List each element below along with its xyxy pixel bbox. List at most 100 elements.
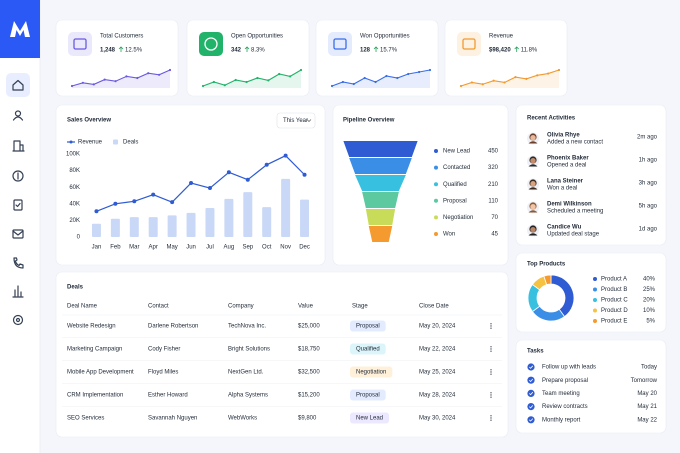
nav-settings[interactable] bbox=[12, 314, 24, 326]
logo-box[interactable] bbox=[0, 0, 40, 58]
table-cell: $9,800 bbox=[298, 416, 317, 422]
nav-reports[interactable] bbox=[12, 285, 24, 298]
nav-mail[interactable] bbox=[12, 229, 24, 239]
x-tick-label: Sep bbox=[242, 245, 253, 251]
row-menu-dot[interactable] bbox=[490, 392, 492, 394]
kpi-label: Open Opportunities bbox=[231, 34, 283, 40]
bar bbox=[262, 207, 272, 237]
sparkline-point bbox=[70, 84, 74, 88]
line-point bbox=[245, 177, 250, 182]
sparkline-point bbox=[352, 82, 355, 86]
nav-contacts[interactable] bbox=[12, 110, 24, 121]
task-check[interactable] bbox=[527, 363, 535, 371]
task-check[interactable] bbox=[527, 416, 535, 424]
activity-action: Scheduled a meeting bbox=[547, 209, 603, 215]
avatar-face bbox=[530, 135, 536, 141]
row-menu-dot[interactable] bbox=[490, 323, 492, 325]
nav-deals[interactable] bbox=[12, 170, 24, 182]
sparkline-point bbox=[385, 74, 388, 78]
sparkline-point bbox=[525, 77, 528, 80]
stage-label: Negotiation bbox=[356, 370, 386, 376]
activity-action: Updated deal stage bbox=[547, 232, 600, 238]
task-text: Monthly report bbox=[542, 417, 581, 423]
activity-action: Opened a deal bbox=[547, 163, 586, 169]
legend-dot bbox=[434, 232, 438, 236]
table-cell: Website Redesign bbox=[67, 324, 116, 330]
nav-companies[interactable] bbox=[12, 140, 25, 152]
task-check[interactable] bbox=[527, 403, 535, 411]
pipeline-card bbox=[332, 104, 509, 266]
sparkline-point bbox=[81, 81, 84, 84]
stage-value: 320 bbox=[488, 165, 499, 171]
table-cell: Mobile App Development bbox=[67, 370, 134, 376]
stage-label: Qualified bbox=[443, 182, 467, 188]
row-menu-dot[interactable] bbox=[490, 348, 492, 350]
bar bbox=[186, 212, 196, 237]
legend-label: Deals bbox=[123, 140, 138, 146]
legend-dot bbox=[434, 182, 438, 187]
activity-time: 2m ago bbox=[637, 135, 658, 141]
bar bbox=[110, 218, 120, 237]
x-tick-label: Jun bbox=[186, 245, 196, 251]
avatar-body bbox=[528, 141, 538, 144]
row-menu-dot[interactable] bbox=[490, 346, 492, 348]
row-menu-dot[interactable] bbox=[490, 369, 492, 371]
legend-dot bbox=[434, 165, 438, 170]
row-menu-dot[interactable] bbox=[490, 350, 492, 352]
column-header: Company bbox=[228, 304, 254, 310]
nav-tasks[interactable] bbox=[13, 199, 23, 211]
sparkline-point bbox=[103, 78, 106, 81]
row-menu-dot[interactable] bbox=[490, 417, 492, 419]
table-cell: Floyd Miles bbox=[148, 370, 178, 376]
sparkline-point bbox=[92, 83, 95, 86]
period-dropdown[interactable] bbox=[276, 112, 316, 129]
sparkline-point bbox=[481, 83, 484, 86]
nav-home[interactable] bbox=[12, 79, 24, 91]
avatar-body bbox=[528, 164, 538, 167]
section-title: Deals bbox=[67, 285, 84, 291]
nav-calls[interactable] bbox=[13, 257, 24, 269]
line-point bbox=[264, 162, 269, 167]
line-point bbox=[132, 199, 137, 204]
row-menu-dot[interactable] bbox=[490, 373, 492, 375]
task-text: Review contracts bbox=[542, 404, 588, 410]
legend-label: Product A bbox=[601, 277, 627, 283]
sparkline-point bbox=[212, 80, 215, 84]
row-menu-dot[interactable] bbox=[490, 325, 492, 327]
row-menu-dot[interactable] bbox=[490, 327, 492, 329]
avatar-face bbox=[530, 227, 536, 233]
sparkline-point bbox=[223, 84, 226, 87]
task-check-mark bbox=[529, 418, 534, 422]
row-menu-dot[interactable] bbox=[490, 394, 492, 396]
task-text: Follow up with leads bbox=[542, 365, 596, 371]
avatar-face bbox=[530, 181, 536, 187]
data-label: 10% bbox=[643, 308, 656, 314]
line-point bbox=[151, 192, 156, 197]
task-check-mark bbox=[529, 365, 534, 369]
stage-label: Qualified bbox=[356, 347, 380, 353]
stage-pill bbox=[350, 343, 386, 355]
stage-pill bbox=[350, 366, 393, 378]
funnel-stage bbox=[355, 175, 406, 191]
funnel-stage bbox=[365, 209, 396, 225]
task-check[interactable] bbox=[527, 389, 535, 397]
task-due: May 21 bbox=[637, 404, 657, 410]
kpi-icon bbox=[462, 38, 476, 50]
task-check[interactable] bbox=[527, 376, 535, 384]
bar bbox=[243, 192, 253, 237]
table-cell: $18,750 bbox=[298, 347, 320, 353]
legend-dot bbox=[593, 298, 597, 302]
y-tick-label: 0 bbox=[77, 235, 81, 241]
data-label: 20% bbox=[643, 298, 656, 304]
sparkline bbox=[331, 69, 431, 87]
task-text: Team meeting bbox=[542, 391, 580, 397]
sparkline-point bbox=[459, 84, 463, 88]
row-menu-dot[interactable] bbox=[490, 419, 492, 421]
row-menu-dot[interactable] bbox=[490, 396, 492, 398]
x-tick-label: Aug bbox=[224, 245, 235, 251]
activities-card bbox=[515, 104, 667, 246]
row-menu-dot[interactable] bbox=[490, 415, 492, 417]
row-menu-dot[interactable] bbox=[490, 371, 492, 373]
activity-action: Added a new contact bbox=[547, 140, 603, 146]
